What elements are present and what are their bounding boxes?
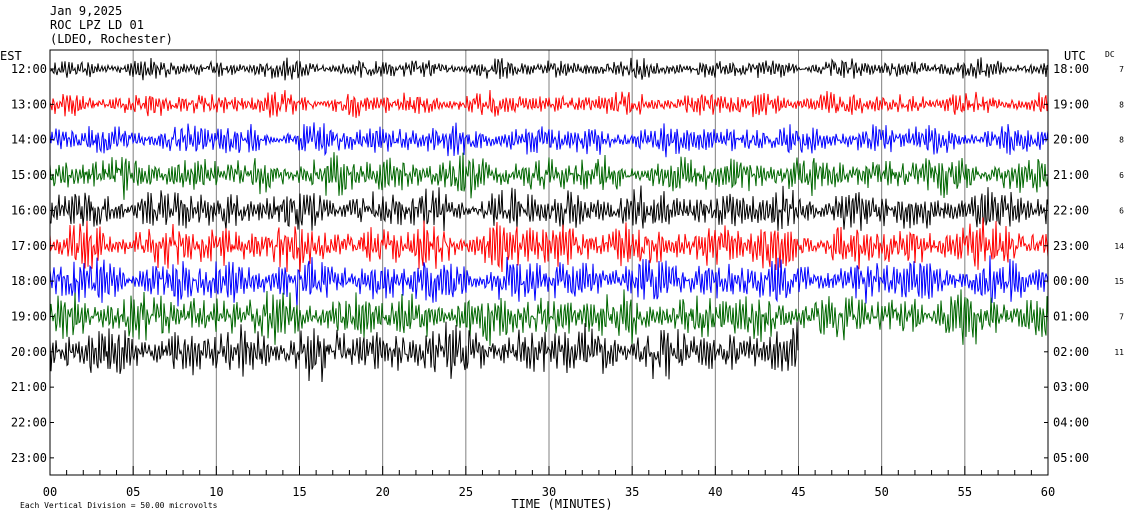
dc-axis-title: DC bbox=[1105, 50, 1115, 59]
dc-value: 8 bbox=[1119, 100, 1124, 109]
trace-row-8 bbox=[49, 289, 1049, 346]
seismogram-traces bbox=[49, 57, 1049, 383]
x-tick-label-00: 00 bbox=[43, 485, 57, 499]
est-label: 20:00 bbox=[11, 345, 47, 359]
grid-lines bbox=[132, 50, 966, 475]
trace-row-7 bbox=[49, 255, 1049, 309]
dc-value: 14 bbox=[1114, 242, 1124, 251]
est-label: 22:00 bbox=[11, 416, 47, 430]
x-tick-label-35: 35 bbox=[625, 485, 639, 499]
x-tick-label-60: 60 bbox=[1041, 485, 1055, 499]
x-tick-label-20: 20 bbox=[375, 485, 389, 499]
trace-row-2 bbox=[49, 89, 1049, 118]
est-label: 23:00 bbox=[11, 451, 47, 465]
utc-label: 18:00 bbox=[1053, 62, 1089, 76]
x-tick-label-55: 55 bbox=[958, 485, 972, 499]
trace-row-4 bbox=[49, 152, 1049, 200]
station-label: ROC LPZ LD 01 bbox=[50, 18, 144, 32]
vertical-division-note: Each Vertical Division = 50.00 microvolt… bbox=[20, 501, 218, 510]
utc-label: 19:00 bbox=[1053, 97, 1089, 111]
utc-axis-title: UTC bbox=[1064, 49, 1086, 63]
trace-row-5 bbox=[49, 185, 1049, 232]
network-label: (LDEO, Rochester) bbox=[50, 32, 173, 46]
x-tick-label-40: 40 bbox=[708, 485, 722, 499]
utc-label: 21:00 bbox=[1053, 168, 1089, 182]
est-label: 21:00 bbox=[11, 380, 47, 394]
utc-label: 22:00 bbox=[1053, 203, 1089, 217]
utc-label: 05:00 bbox=[1053, 451, 1089, 465]
utc-label: 20:00 bbox=[1053, 133, 1089, 147]
x-tick-label-10: 10 bbox=[209, 485, 223, 499]
dc-value: 6 bbox=[1119, 206, 1124, 215]
est-label: 12:00 bbox=[11, 62, 47, 76]
x-tick-label-05: 05 bbox=[126, 485, 140, 499]
dc-value: 8 bbox=[1119, 136, 1124, 145]
x-tick-label-45: 45 bbox=[791, 485, 805, 499]
trace-row-1 bbox=[49, 57, 1049, 81]
est-label: 15:00 bbox=[11, 168, 47, 182]
x-tick-label-50: 50 bbox=[874, 485, 888, 499]
x-tick-label-30: 30 bbox=[542, 485, 556, 499]
est-label: 17:00 bbox=[11, 239, 47, 253]
est-label: 16:00 bbox=[11, 203, 47, 217]
utc-label: 00:00 bbox=[1053, 274, 1089, 288]
dc-value: 7 bbox=[1119, 65, 1124, 74]
utc-label: 03:00 bbox=[1053, 380, 1089, 394]
dc-value: 15 bbox=[1114, 277, 1124, 286]
axes-labels: 00 05 10 15 20 25 30 35 40 45 50 55 60 TIME (MINUTES)… bbox=[0, 49, 1124, 511]
dc-value: 11 bbox=[1114, 348, 1124, 357]
x-tick-label-15: 15 bbox=[292, 485, 306, 499]
utc-label: 02:00 bbox=[1053, 345, 1089, 359]
est-label: 18:00 bbox=[11, 274, 47, 288]
x-axis-label: TIME (MINUTES) bbox=[511, 497, 612, 511]
x-tick-label-25: 25 bbox=[459, 485, 473, 499]
est-label: 14:00 bbox=[11, 133, 47, 147]
utc-label: 23:00 bbox=[1053, 239, 1089, 253]
est-axis-title: EST bbox=[0, 49, 22, 63]
trace-row-6 bbox=[49, 217, 1049, 273]
date-label: Jan 9,2025 bbox=[50, 4, 123, 18]
dc-value: 7 bbox=[1119, 312, 1124, 321]
trace-row-3 bbox=[49, 122, 1049, 158]
trace-row-9 bbox=[49, 321, 799, 383]
utc-label: 01:00 bbox=[1053, 309, 1089, 323]
est-label: 19:00 bbox=[11, 309, 47, 323]
utc-label: 04:00 bbox=[1053, 416, 1089, 430]
est-label: 13:00 bbox=[11, 97, 47, 111]
dc-value: 6 bbox=[1119, 171, 1124, 180]
